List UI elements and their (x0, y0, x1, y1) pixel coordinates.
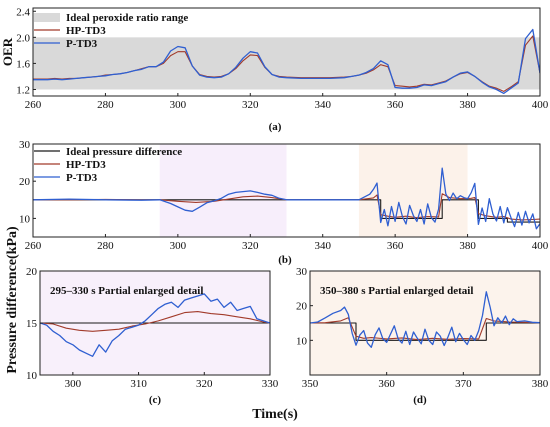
legend-swatch (34, 13, 60, 22)
legend-label: P-TD3 (66, 172, 98, 184)
x-tick-label: 280 (97, 99, 114, 111)
panel-caption: (a) (269, 121, 282, 133)
plot-frame (32, 7, 541, 97)
shaded-region (358, 144, 468, 237)
panel-a: 260 280 300 320 340 360 380 400 1.2 1.6 2.0 2.4 OER I… (0, 6, 549, 133)
y-tick-label: 20 (19, 176, 31, 188)
x-tick-label: 330 (262, 378, 279, 390)
x-tick-label: 280 (97, 240, 114, 252)
series-p-td3-line (33, 28, 540, 95)
x-tick-label: 300 (170, 99, 187, 111)
plot-frame (32, 143, 541, 238)
series-p-td3-line (33, 167, 540, 230)
x-tick-label: 380 (459, 99, 476, 111)
legend-label: Ideal pressure difference (66, 146, 182, 158)
x-tick-label: 360 (387, 99, 404, 111)
x-tick-label: 370 (455, 378, 472, 390)
legend-label: P-TD3 (66, 38, 98, 50)
y-tick-label: 1.6 (16, 58, 30, 70)
legend-label: HP-TD3 (66, 159, 106, 171)
x-tick-label: 380 (459, 240, 476, 252)
y-tick-label: 1.2 (16, 84, 30, 96)
x-tick-label: 320 (242, 99, 259, 111)
x-tick-label: 340 (314, 240, 331, 252)
panel-caption: (d) (413, 394, 427, 406)
x-tick-label: 320 (242, 240, 259, 252)
x-tick-label: 360 (378, 378, 395, 390)
y-tick-label: 20 (26, 266, 38, 278)
shaded-region (159, 144, 287, 237)
y-tick-label: 15 (26, 318, 38, 330)
series-hp-td3-line (33, 193, 540, 221)
x-tick-label: 340 (314, 99, 331, 111)
x-tick-label: 400 (532, 240, 549, 252)
plot-frame (309, 270, 541, 376)
x-tick-label: 320 (196, 378, 213, 390)
series-p-td3-line (40, 293, 270, 357)
shared-y-axis-label: Pressure difference(kPa) (5, 226, 20, 374)
series-hp-td3-line (310, 317, 540, 341)
x-tick-label: 360 (387, 240, 404, 252)
panel-title: 295–330 s Partial enlarged detail (50, 285, 203, 297)
x-tick-label: 260 (25, 99, 42, 111)
y-tick-label: 10 (26, 370, 38, 382)
x-tick-label: 380 (532, 378, 549, 390)
y-tick-label: 30 (296, 266, 308, 278)
y-tick-label: 2.0 (16, 32, 30, 44)
series-p-td3-line (310, 291, 540, 348)
x-tick-label: 350 (302, 378, 319, 390)
series-hp-td3-line (40, 311, 270, 332)
y-tick-label: 30 (19, 139, 31, 151)
legend-label: Ideal peroxide ratio range (66, 12, 188, 24)
x-tick-label: 310 (130, 378, 147, 390)
panel-d: 350 360 370 380 10 20 30 350–380 s Partial enla… (296, 266, 549, 406)
panel-caption: (b) (278, 254, 292, 266)
y-tick-label: 10 (296, 335, 308, 347)
y-tick-label: 20 (296, 301, 308, 313)
shared-x-axis-label: Time(s) (252, 407, 298, 422)
y-tick-label: 2.4 (16, 6, 30, 18)
x-tick-label: 300 (65, 378, 82, 390)
y-tick-label: 10 (19, 213, 31, 225)
legend-label: HP-TD3 (66, 25, 106, 37)
x-tick-label: 400 (532, 99, 549, 111)
panel-caption: (c) (149, 394, 162, 406)
panel-title: 350–380 s Partial enlarged detail (320, 285, 473, 297)
ideal-range-band (33, 37, 540, 90)
panel-c: 300 310 320 330 10 15 20 295–330 s Partial enla… (26, 266, 279, 406)
x-tick-label: 260 (25, 240, 42, 252)
x-tick-label: 300 (170, 240, 187, 252)
y-axis-label: OER (0, 37, 15, 66)
